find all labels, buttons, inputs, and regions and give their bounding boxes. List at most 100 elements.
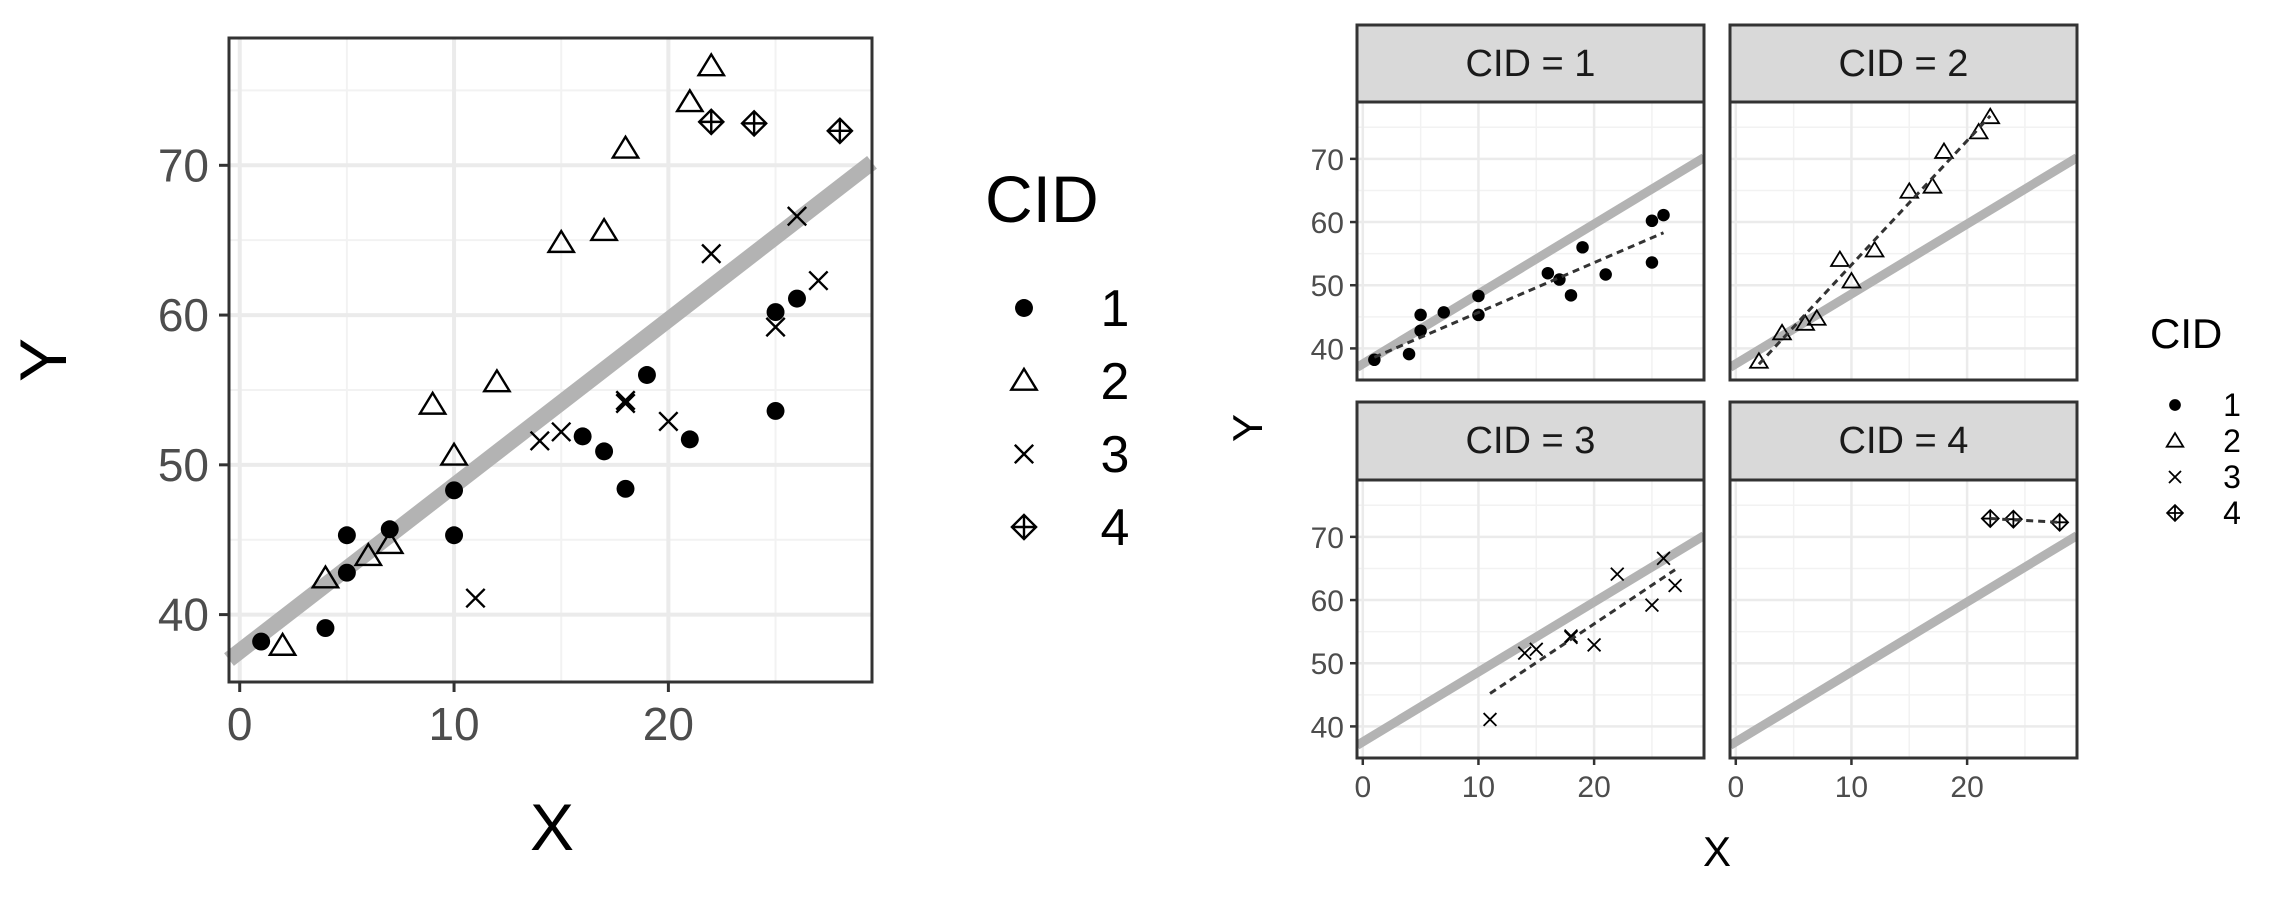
y-tick-label: 40 (1311, 711, 1344, 744)
point-cid-2 (1921, 176, 1943, 194)
point-cid-1 (1472, 289, 1485, 303)
point-cid-3 (1644, 598, 1659, 613)
point-cid-2 (696, 52, 727, 77)
point-cid-3 (658, 411, 679, 432)
x-tick-label: 20 (643, 698, 694, 750)
facet-strip (1355, 23, 1706, 104)
facet-x-axis-title: X (1703, 828, 1731, 875)
point-cid-2 (482, 368, 512, 393)
facet-strip (1728, 400, 2079, 482)
point-cid-3 (1668, 578, 1683, 593)
point-cid-1 (1645, 256, 1659, 269)
facets: CID = 1 40 50 60 70 CID = 2 CID = 3 40 50 60 70 0 10… (1311, 23, 2079, 804)
point-cid-2 (589, 216, 619, 242)
x-tick-label: 20 (1577, 771, 1610, 804)
point-cid-3 (1529, 642, 1544, 657)
facet-strip-label: CID = 2 (1839, 43, 1969, 85)
facet-panel: CID = 1 40 50 60 70 (1311, 23, 1706, 382)
point-cid-2 (610, 134, 641, 159)
point-cid-2 (1841, 271, 1862, 289)
point-cid-3 (701, 243, 722, 264)
overall-regression-line (1357, 531, 1704, 750)
legend-key-cid-2 (1009, 366, 1039, 391)
point-cid-1 (1414, 324, 1427, 337)
legend-label: 3 (1101, 426, 1130, 484)
point-cid-1 (766, 401, 785, 420)
y-tick-label: 60 (1311, 207, 1344, 240)
x-tick-label: 10 (1835, 771, 1868, 804)
legend-key-cid-3 (2168, 470, 2182, 484)
point-cid-1 (788, 289, 806, 308)
x-tick-label: 20 (1950, 771, 1983, 804)
group-regression-line (1489, 568, 1676, 695)
point-cid-3 (765, 317, 786, 338)
facet-panel: CID = 2 (1728, 23, 2079, 382)
overall-regression-line (1730, 531, 2077, 750)
y-tick-label: 50 (158, 439, 209, 491)
point-cid-1 (1576, 241, 1589, 254)
point-cid-3 (1482, 712, 1498, 727)
point-cid-2 (1829, 249, 1851, 267)
point-cid-2 (1806, 308, 1828, 326)
point-cid-3 (1656, 551, 1671, 566)
facet-border (1355, 478, 1706, 760)
y-tick-label: 50 (1311, 270, 1344, 303)
x-tick-label: 10 (428, 698, 479, 750)
group-regression-line (1757, 114, 1992, 366)
point-cid-1 (573, 427, 592, 446)
y-axis-title: Y (6, 338, 80, 382)
facet-strip-label: CID = 4 (1839, 420, 1969, 462)
point-cid-3 (1587, 637, 1602, 652)
legend-title: CID (985, 162, 1099, 236)
point-cid-2 (1898, 181, 1920, 199)
facet-strip-label: CID = 1 (1466, 43, 1596, 85)
y-tick-label: 70 (158, 139, 209, 191)
legend-label: 3 (2223, 459, 2241, 495)
point-cid-1 (1564, 289, 1578, 302)
point-cid-2 (1979, 107, 2001, 125)
point-cid-2 (267, 631, 298, 656)
point-cid-1 (616, 479, 635, 498)
point-cid-3 (551, 421, 572, 442)
facet-border (1728, 478, 2079, 760)
point-cid-1 (1645, 214, 1659, 228)
point-cid-1 (1414, 308, 1427, 322)
point-cid-4 (826, 117, 854, 145)
point-cid-2 (417, 390, 448, 415)
point-cid-1 (680, 430, 699, 449)
x-tick-label: 10 (1462, 771, 1495, 804)
point-cid-1 (337, 563, 356, 582)
point-cid-1 (445, 526, 464, 545)
facet-strip-label: CID = 3 (1466, 420, 1596, 462)
point-cid-2 (674, 88, 705, 113)
y-tick-label: 40 (158, 589, 209, 641)
y-tick-label: 40 (1311, 333, 1344, 366)
facet-strip (1728, 23, 2079, 104)
legend-key-cid-4 (1010, 513, 1038, 541)
legend-label: 1 (2223, 387, 2241, 423)
point-cid-1 (595, 442, 614, 461)
point-cid-1 (316, 619, 335, 638)
point-cid-1 (637, 366, 656, 384)
point-cid-2 (374, 529, 405, 555)
point-cid-3 (1610, 567, 1625, 582)
point-cid-2 (1933, 141, 1955, 159)
legend: 1 2 3 4 (1009, 280, 1130, 557)
point-cid-3 (1517, 646, 1532, 661)
facet-panel: CID = 4 0 10 20 (1727, 400, 2079, 804)
point-cid-2 (1771, 323, 1793, 341)
point-cid-2 (310, 564, 341, 589)
y-tick-label: 50 (1311, 648, 1344, 681)
y-tick-label: 70 (1311, 522, 1344, 555)
point-cid-4 (697, 108, 726, 136)
facet-y-axis-title: Y (1224, 414, 1271, 442)
x-tick-label: 0 (227, 698, 253, 750)
point-cid-4 (740, 109, 768, 138)
legend-key-cid-3 (1013, 443, 1035, 465)
x-tick-label: 0 (1727, 771, 1744, 804)
points (252, 52, 854, 656)
legend-key-cid-4 (2165, 503, 2185, 523)
point-cid-1 (337, 526, 356, 545)
